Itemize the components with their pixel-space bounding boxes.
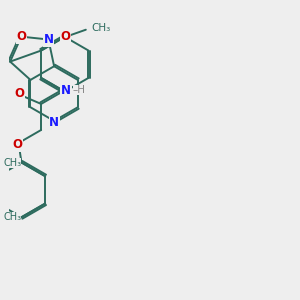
- Text: N: N: [61, 84, 71, 98]
- Text: CH₃: CH₃: [91, 23, 110, 33]
- Text: O: O: [14, 87, 24, 100]
- Text: CH₃: CH₃: [3, 158, 21, 168]
- Text: O: O: [12, 138, 22, 151]
- Text: –H: –H: [73, 85, 86, 95]
- Text: CH₃: CH₃: [3, 212, 21, 222]
- Text: O: O: [16, 30, 26, 43]
- Text: O: O: [60, 30, 70, 43]
- Text: N: N: [44, 33, 53, 46]
- Text: N: N: [49, 116, 59, 129]
